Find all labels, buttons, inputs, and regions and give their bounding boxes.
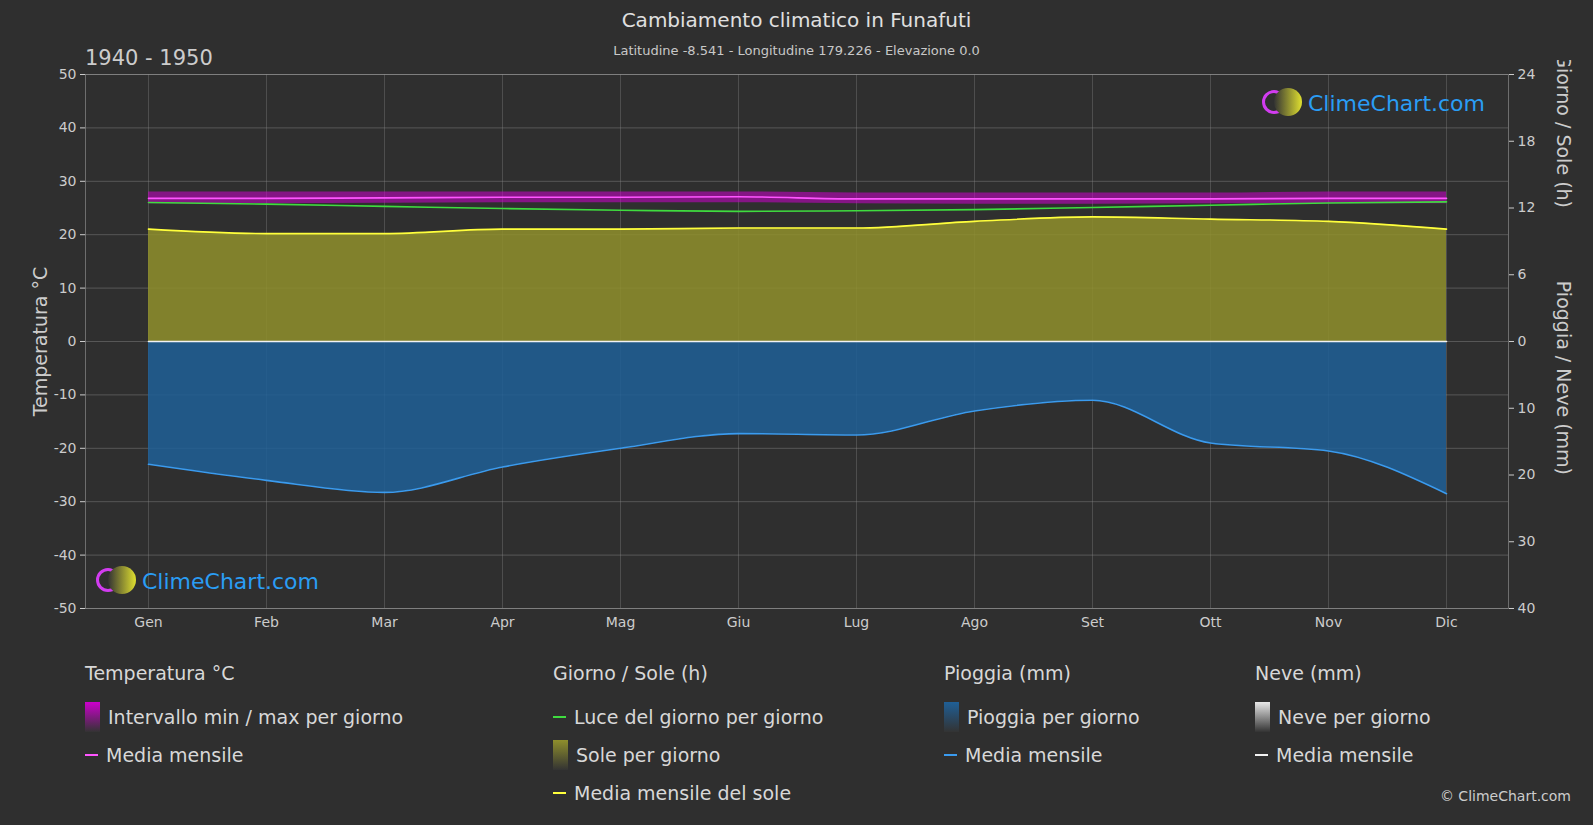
html-text:Intervallo min / max per giorn: Intervallo min / max per giorno [108, 706, 404, 728]
svg-text:30: 30 [1518, 533, 1536, 549]
svg-text:50: 50 [59, 66, 77, 82]
svg-text:20: 20 [59, 226, 77, 242]
html-text:Media mensile: Media mensile [965, 744, 1103, 766]
html-text:1940 - 1950: 1940 - 1950 [85, 46, 213, 70]
svg-text:-10: -10 [54, 386, 77, 402]
svg-text:Gen: Gen [134, 614, 162, 630]
html-text:Giorno / Sole (h): Giorno / Sole (h) [553, 662, 708, 684]
svg-text:30: 30 [59, 173, 77, 189]
html-text:Sole per giorno: Sole per giorno [576, 744, 721, 766]
svg-text:18: 18 [1518, 133, 1536, 149]
svg-text:6: 6 [1518, 266, 1527, 282]
html-text:Neve per giorno: Neve per giorno [1278, 706, 1431, 728]
svg-text:Giorno / Sole (h): Giorno / Sole (h) [1553, 60, 1575, 208]
html-text:Neve (mm): Neve (mm) [1255, 662, 1362, 684]
html-text:Luce del giorno per giorno: Luce del giorno per giorno [574, 706, 824, 728]
svg-text:Giu: Giu [727, 614, 751, 630]
svg-text:-20: -20 [54, 440, 77, 456]
svg-text:24: 24 [1518, 66, 1536, 82]
html-text:Temperatura °C: Temperatura °C [85, 662, 235, 684]
html-text:Latitudine -8.541 - Longitudin: Latitudine -8.541 - Longitudine 179.226 … [613, 43, 980, 58]
html-text:ClimeChart.com: ClimeChart.com [142, 568, 319, 594]
svg-text:-50: -50 [54, 600, 77, 616]
html-text:Media mensile: Media mensile [1276, 744, 1414, 766]
html-text:Cambiamento climatico in Funaf: Cambiamento climatico in Funafuti [621, 8, 972, 32]
svg-text:40: 40 [1518, 600, 1536, 616]
svg-text:Set: Set [1081, 614, 1105, 630]
svg-text:12: 12 [1518, 199, 1536, 215]
svg-text:Temperatura °C: Temperatura °C [29, 267, 51, 418]
svg-text:Ago: Ago [961, 614, 988, 630]
svg-text:Dic: Dic [1435, 614, 1457, 630]
svg-text:0: 0 [1518, 333, 1527, 349]
svg-text:Mar: Mar [371, 614, 398, 630]
svg-text:Pioggia / Neve (mm): Pioggia / Neve (mm) [1553, 281, 1575, 475]
html-text:Pioggia (mm): Pioggia (mm) [944, 662, 1071, 684]
svg-text:Feb: Feb [254, 614, 279, 630]
html-text:Pioggia per giorno: Pioggia per giorno [967, 706, 1140, 728]
html-text:Media mensile: Media mensile [106, 744, 244, 766]
html-text:Media mensile del sole: Media mensile del sole [574, 782, 792, 804]
svg-text:Nov: Nov [1315, 614, 1342, 630]
html-text:© ClimeChart.com: © ClimeChart.com [1439, 788, 1571, 804]
svg-text:Ott: Ott [1200, 614, 1223, 630]
svg-text:40: 40 [59, 119, 77, 135]
svg-text:-30: -30 [54, 493, 77, 509]
svg-text:Lug: Lug [844, 614, 869, 630]
svg-text:-40: -40 [54, 547, 77, 563]
svg-text:20: 20 [1518, 466, 1536, 482]
svg-text:0: 0 [68, 333, 77, 349]
svg-text:Apr: Apr [490, 614, 514, 630]
svg-text:Mag: Mag [606, 614, 636, 630]
svg-text:10: 10 [1518, 400, 1536, 416]
html-text:ClimeChart.com: ClimeChart.com [1308, 90, 1485, 116]
svg-text:10: 10 [59, 280, 77, 296]
